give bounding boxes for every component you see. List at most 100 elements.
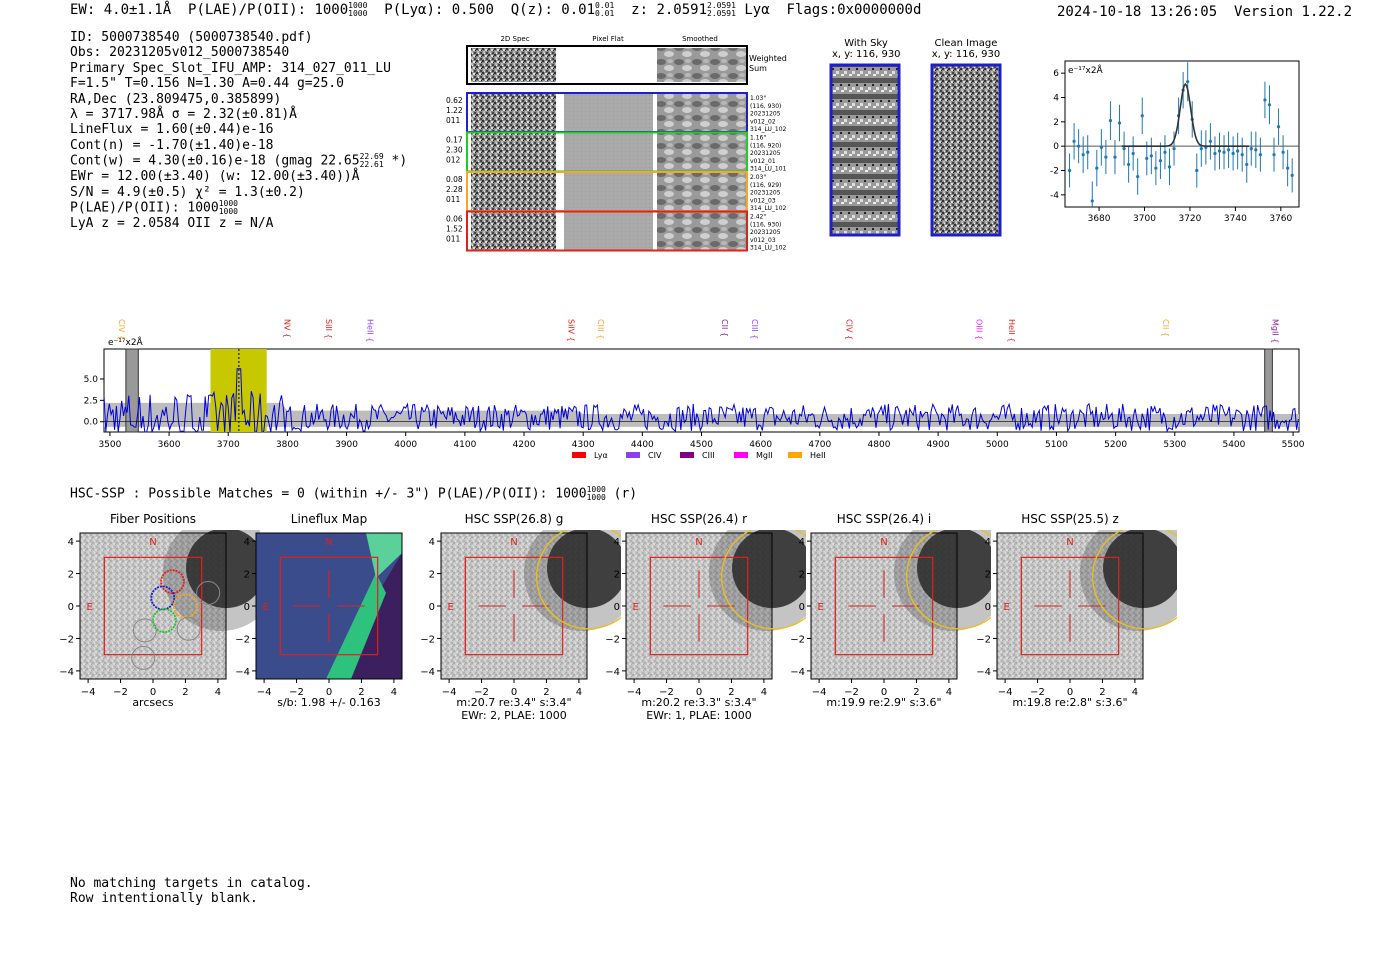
weighted-sum-smoothed	[657, 48, 746, 82]
cutout-row-right-label: 1.03"	[750, 95, 766, 102]
panel-ytick-label: 4	[429, 537, 435, 548]
image-panel-plot: N E 4 2 0 −2 −4 −4 −2 0 2 4	[235, 532, 403, 698]
spectrum-xtick-label: 4500	[690, 440, 713, 450]
panel-ytick-label: 0	[68, 602, 74, 613]
spectrum-xtick-label: 3900	[335, 440, 358, 450]
panel-ytick-label: −4	[605, 667, 620, 678]
zoom-point	[1258, 153, 1262, 157]
header-plae: P(LAE)/P(OII): 1000	[188, 2, 349, 18]
caption-line1: m:20.2 re:3.3" s:3.4"	[641, 696, 757, 709]
image-panel: HSC SSP(26.4) i N E 4 2 0 −2 −4 −4 −2 0 2 4 m:19.9 re…	[781, 512, 991, 727]
panel-xtick-label: −4	[627, 687, 642, 698]
cutout-row-left-label: 0.17	[446, 136, 463, 145]
zoom-point	[1231, 151, 1235, 156]
sum-label: Sum	[749, 64, 767, 73]
image-panel-plot: N E 4 2 0 −2 −4 −4 −2 0 2 4	[420, 530, 621, 698]
with-sky-title: With Sky x, y: 116, 930	[832, 38, 901, 60]
zoom-point	[1245, 162, 1249, 167]
line-fit-chart: -4 -2 0 2 4 6 3680 3700 3720 3740 3760 e⁻¹⁷x2Å	[1050, 60, 1300, 224]
aperture-box	[649, 556, 749, 656]
ellipse-fit	[1091, 530, 1177, 630]
north-label: N	[325, 537, 332, 548]
spectrum-line-label: CII {	[720, 319, 729, 337]
caption-line2: EWr: 1, PLAE: 1000	[646, 709, 752, 722]
col-2d-spec: 2D Spec	[500, 35, 529, 43]
caption-line1: s/b: 1.98 +/- 0.163	[277, 696, 381, 709]
spectrum-legend-swatch	[788, 452, 802, 458]
lineflux-map-mid	[326, 573, 386, 679]
zoom-point	[1104, 155, 1108, 159]
spectrum-legend-label: Lyα	[594, 451, 608, 460]
cutout-row-right-label: 20231205	[750, 190, 781, 197]
zoom-point	[1290, 173, 1294, 177]
info-lambda: λ = 3717.98Å σ = 2.32(±0.81)Å	[70, 107, 297, 123]
aperture-box	[834, 556, 934, 656]
panel-xtick-label: −2	[844, 687, 859, 698]
zoom-point	[1081, 153, 1085, 157]
zoom-point	[1286, 166, 1290, 170]
ellipse-fit	[905, 530, 991, 630]
panel-xtick-label: −4	[81, 687, 96, 698]
panel-xtick-label: 0	[150, 687, 156, 698]
hsc-summary: HSC-SSP : Possible Matches = 0 (within +…	[70, 485, 638, 502]
panel-xtick-label: 0	[696, 687, 702, 698]
panel-xtick-label: −4	[812, 687, 827, 698]
zoom-ytick-label: 0	[1053, 142, 1059, 152]
hsc-summary-text: HSC-SSP : Possible Matches = 0 (within +…	[70, 486, 587, 502]
cutout-row-left-label: 011	[446, 235, 461, 244]
spectrum-line-label: CIII {	[750, 319, 759, 339]
info-obs: Obs: 20231205v012_5000738540	[70, 45, 290, 61]
footer-line2: Row intentionally blank.	[70, 891, 258, 907]
spectrum-xtick-label: 5300	[1163, 440, 1186, 450]
zoom-ytick-label: 6	[1053, 69, 1059, 79]
spectrum-legend-label: CIV	[648, 451, 662, 460]
north-label: N	[149, 537, 156, 548]
east-label: E	[1003, 602, 1009, 613]
zoom-ytick-label: 4	[1053, 94, 1059, 104]
ellipse-fit	[720, 530, 806, 630]
bright-source	[732, 530, 806, 608]
fiber-circle	[196, 581, 221, 606]
cutout-pixel-flat	[564, 212, 653, 250]
zoom-xtick-label: 3700	[1133, 214, 1156, 224]
spectrum-xtick-label: 3800	[276, 440, 299, 450]
image-panel-plot: N E 4 2 0 −2 −4 −4 −2 0 2 4	[605, 530, 806, 698]
panel-ytick-label: −4	[59, 667, 74, 678]
zoom-point	[1145, 156, 1149, 160]
timestamp: 2024-10-18 13:26:05	[1057, 4, 1218, 20]
caption-line1: m:20.7 re:3.4" s:3.4"	[456, 696, 572, 709]
col-pixel-flat: Pixel Flat	[592, 35, 624, 43]
zoom-point	[1086, 150, 1090, 154]
image-panel: HSC SSP(26.4) r N E 4 2 0 −2 −4 −4 −2 0 2 4 m:20.2 re…	[596, 512, 806, 727]
info-contw: Cont(w) = 4.30(±0.16)e-18 (gmag 22.65 22.…	[70, 152, 408, 170]
spectrum-masked-region	[1264, 348, 1273, 433]
info-params: F=1.5" T=0.156 N=1.30 A=0.44 g=25.0	[70, 76, 344, 92]
zoom-point	[1113, 155, 1117, 159]
zoom-point	[1263, 98, 1267, 102]
cutout-smoothed	[657, 94, 746, 131]
cutout-row-right-label: 314_LU_102	[750, 205, 787, 212]
spectrum-legend-swatch	[572, 452, 586, 458]
cutout-row-left-label: 2.30	[446, 146, 463, 155]
info-plae: P(LAE)/P(OII): 1000 1000 1000	[70, 199, 238, 217]
image-panel-plot: N E 4 2 0 −2 −4 −4 −2 0 2 4	[790, 530, 991, 698]
ellipse-fit	[535, 530, 621, 630]
spectrum-flux-line	[103, 368, 1299, 433]
image-panel-caption: arcsecs	[50, 696, 256, 709]
panel-xtick-label: 0	[511, 687, 517, 698]
zoom-point	[1222, 150, 1226, 154]
spectrum-legend-swatch	[626, 452, 640, 458]
info-sn: S/N = 4.9(±0.5) χ² = 1.3(±0.2)	[70, 184, 305, 200]
panel-xtick-label: 4	[215, 687, 221, 698]
spectrum-unit-label: e⁻¹⁷x2Å	[108, 336, 144, 348]
fiber-circle	[160, 569, 185, 595]
panel-xtick-label: −2	[659, 687, 674, 698]
zoom-point	[1067, 168, 1072, 173]
panel-ytick-label: 2	[429, 570, 435, 581]
panel-xtick-label: 4	[576, 687, 582, 698]
spectrum-xtick-label: 5400	[1222, 440, 1245, 450]
spectrum-line-label: CIII {	[596, 319, 605, 339]
bright-source	[917, 530, 991, 608]
info-block: ID: 5000738540 (5000738540.pdf) Obs: 202…	[70, 30, 407, 231]
zoom-point	[1213, 151, 1217, 156]
